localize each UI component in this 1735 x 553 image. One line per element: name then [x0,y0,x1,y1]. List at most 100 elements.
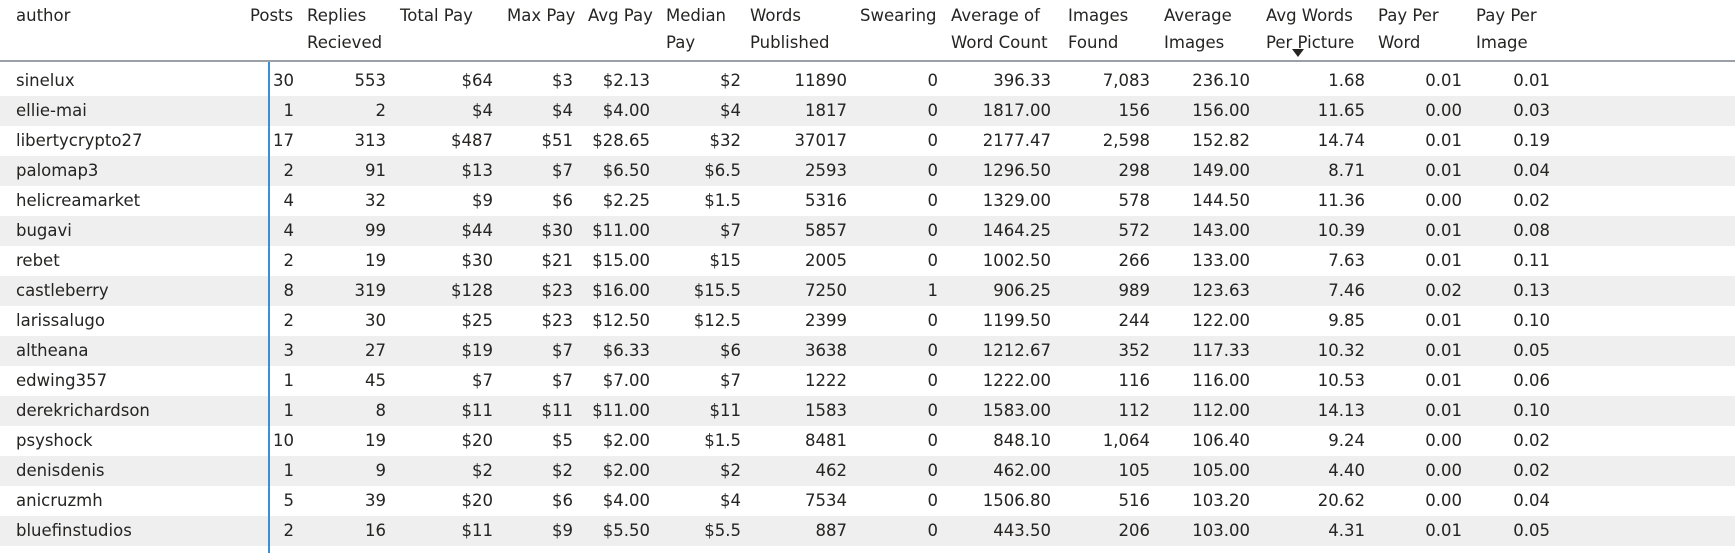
column-header-avg-words-per-picture[interactable]: Avg Words Per Picture [1266,6,1355,52]
cell-pay-per-word: 0.01 [1425,221,1462,240]
table-row[interactable]: helicreamarket 4 32 $9 $6 $2.25 $1.5 5316 0 1329.… [0,186,1735,216]
column-header-replies-received[interactable]: Replies Recieved [307,6,383,52]
cell-total-pay: $128 [451,281,493,300]
cell-average-word-count: 1329.00 [982,191,1051,210]
cell-images-found: 578 [1118,191,1151,210]
cell-swearing: 0 [927,251,939,270]
table-row[interactable]: sinelux 30 553 $64 $3 $2.13 $2 11890 0 396.33 7,08… [0,66,1735,96]
column-header-author[interactable]: author [16,6,71,25]
column-header-max-pay[interactable]: Max Pay [507,6,576,25]
cell-pay-per-word: 0.01 [1425,401,1462,420]
cell-images-found: 105 [1118,461,1151,480]
cell-pay-per-image: 0.05 [1513,341,1550,360]
cell-pay-per-image: 0.10 [1513,401,1550,420]
cell-author: helicreamarket [16,191,141,210]
cell-avg-pay: $16.00 [592,281,650,300]
column-header-total-pay[interactable]: Total Pay [400,6,473,25]
cell-total-pay: $30 [461,251,494,270]
cell-max-pay: $11 [541,401,574,420]
cell-total-pay: $25 [461,311,494,330]
cell-average-images: 156.00 [1192,101,1250,120]
cell-max-pay: $4 [552,101,573,120]
cell-author: anicruzmh [16,491,103,510]
cell-posts: 2 [283,311,295,330]
table-row[interactable]: edwing357 1 45 $7 $7 $7.00 $7 1222 0 1222.00 116 11… [0,366,1735,396]
cell-author: derekrichardson [16,401,150,420]
table-row[interactable]: rebet 2 19 $30 $21 $15.00 $15 2005 0 1002.50 266 13… [0,246,1735,276]
cell-replies-received: 19 [365,431,386,450]
column-divider[interactable] [268,62,270,553]
column-header-avg-pay[interactable]: Avg Pay [588,6,653,25]
cell-average-word-count: 1212.67 [982,341,1051,360]
cell-pay-per-image: 0.04 [1513,161,1550,180]
table-row[interactable]: libertycrypto27 17 313 $487 $51 $28.65 $32 3701… [0,126,1735,156]
column-header-swearing[interactable]: Swearing [860,6,937,25]
cell-max-pay: $23 [541,281,574,300]
column-header-average-images[interactable]: Average Images [1164,6,1232,52]
cell-average-word-count: 1506.80 [982,491,1051,510]
cell-swearing: 0 [927,491,939,510]
column-header-words-published[interactable]: Words Published [750,6,830,52]
cell-avg-words-per-picture: 10.53 [1317,371,1365,390]
cell-avg-pay: $7.00 [602,371,650,390]
table-body: sinelux 30 553 $64 $3 $2.13 $2 11890 0 396.33 7,08… [0,66,1735,546]
cell-author: bluefinstudios [16,521,132,540]
cell-images-found: 206 [1118,521,1151,540]
cell-images-found: 516 [1118,491,1151,510]
cell-total-pay: $11 [461,401,494,420]
cell-max-pay: $7 [552,371,573,390]
cell-max-pay: $30 [541,221,574,240]
cell-max-pay: $7 [552,341,573,360]
table-row[interactable]: larissalugo 2 30 $25 $23 $12.50 $12.5 2399 0 1199… [0,306,1735,336]
cell-author: psyshock [16,431,93,450]
cell-posts: 10 [273,431,294,450]
table-row[interactable]: anicruzmh 5 39 $20 $6 $4.00 $4 7534 0 1506.80 516 1… [0,486,1735,516]
table-row[interactable]: denisdenis 1 9 $2 $2 $2.00 $2 462 0 462.00 105 105.… [0,456,1735,486]
cell-average-images: 112.00 [1192,401,1250,420]
cell-swearing: 0 [927,161,939,180]
cell-total-pay: $487 [451,131,493,150]
cell-median-pay: $2 [720,71,741,90]
cell-max-pay: $3 [552,71,573,90]
cell-pay-per-image: 0.11 [1513,251,1550,270]
cell-words-published: 7250 [805,281,847,300]
cell-posts: 8 [283,281,295,300]
table-row[interactable]: derekrichardson 1 8 $11 $11 $11.00 $11 1583 0 158… [0,396,1735,426]
table-row[interactable]: altheana 3 27 $19 $7 $6.33 $6 3638 0 1212.67 352 11… [0,336,1735,366]
cell-avg-pay: $2.00 [602,461,650,480]
cell-median-pay: $11 [709,401,742,420]
cell-pay-per-image: 0.13 [1513,281,1550,300]
cell-replies-received: 2 [375,101,387,120]
column-header-average-word-count[interactable]: Average of Word Count [951,6,1048,52]
cell-pay-per-image: 0.04 [1513,491,1550,510]
cell-pay-per-image: 0.05 [1513,521,1550,540]
cell-swearing: 0 [927,131,939,150]
cell-replies-received: 32 [365,191,386,210]
cell-average-images: 123.63 [1192,281,1250,300]
table-row[interactable]: bugavi 4 99 $44 $30 $11.00 $7 5857 0 1464.25 572 14… [0,216,1735,246]
cell-replies-received: 39 [365,491,386,510]
cell-images-found: 116 [1118,371,1151,390]
cell-median-pay: $1.5 [704,431,741,450]
cell-posts: 4 [283,221,295,240]
column-header-pay-per-word[interactable]: Pay Per Word [1378,6,1439,52]
table-row[interactable]: bluefinstudios 2 16 $11 $9 $5.50 $5.5 887 0 443.5… [0,516,1735,546]
column-header-median-pay[interactable]: Median Pay [666,6,727,52]
cell-swearing: 0 [927,401,939,420]
cell-average-word-count: 1199.50 [982,311,1051,330]
cell-pay-per-word: 0.00 [1425,101,1462,120]
table-row[interactable]: castleberry 8 319 $128 $23 $16.00 $15.5 7250 1 90… [0,276,1735,306]
cell-words-published: 2399 [805,311,847,330]
column-header-pay-per-image[interactable]: Pay Per Image [1476,6,1537,52]
table-row[interactable]: ellie-mai 1 2 $4 $4 $4.00 $4 1817 0 1817.00 156 156… [0,96,1735,126]
table-row[interactable]: psyshock 10 19 $20 $5 $2.00 $1.5 8481 0 848.10 1,0… [0,426,1735,456]
cell-images-found: 266 [1118,251,1151,270]
cell-avg-words-per-picture: 7.63 [1328,251,1365,270]
cell-average-word-count: 1464.25 [982,221,1051,240]
cell-words-published: 3638 [805,341,847,360]
column-header-posts[interactable]: Posts [250,6,294,25]
cell-author: denisdenis [16,461,105,480]
column-header-images-found[interactable]: Images Found [1068,6,1129,52]
table-row[interactable]: palomap3 2 91 $13 $7 $6.50 $6.5 2593 0 1296.50 298… [0,156,1735,186]
